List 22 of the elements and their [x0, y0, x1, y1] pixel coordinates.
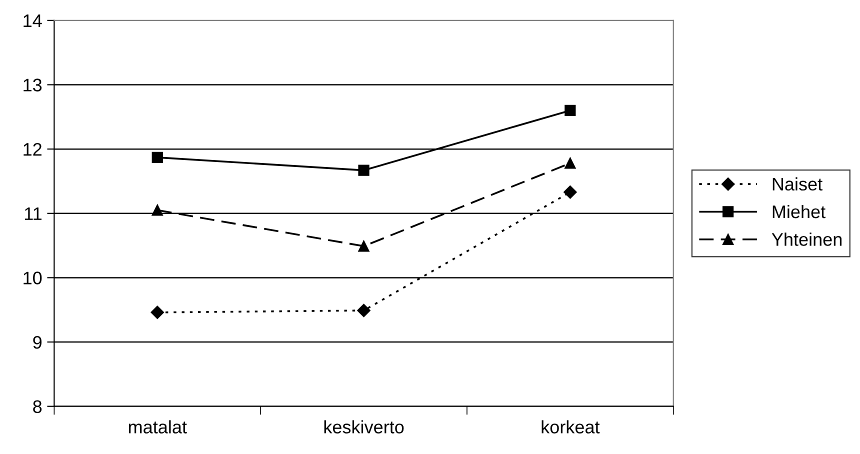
point	[564, 104, 576, 116]
point	[152, 204, 163, 216]
y-tick-label: 10	[24, 272, 42, 284]
point	[358, 164, 370, 176]
x-tick-label: korkeat	[542, 420, 600, 434]
y-tick-label: 11	[25, 208, 42, 220]
point	[358, 240, 370, 252]
y-tick-label: 13	[24, 78, 42, 92]
point	[152, 152, 163, 163]
point	[564, 158, 576, 169]
x-tick-label: matalat	[128, 420, 187, 434]
legend-label: Naiset	[772, 177, 822, 191]
y-tick-label: 9	[33, 336, 42, 349]
y-tick-label: 14	[24, 14, 42, 27]
y-tick-label: 12	[24, 143, 42, 156]
legend-label: Miehet	[772, 204, 826, 218]
point	[564, 186, 577, 199]
point	[150, 306, 164, 320]
point	[357, 304, 370, 318]
legend-label: Yhteinen	[772, 232, 842, 246]
y-tick-label: 8	[33, 400, 42, 414]
x-tick-label: keskiverto	[324, 420, 404, 434]
